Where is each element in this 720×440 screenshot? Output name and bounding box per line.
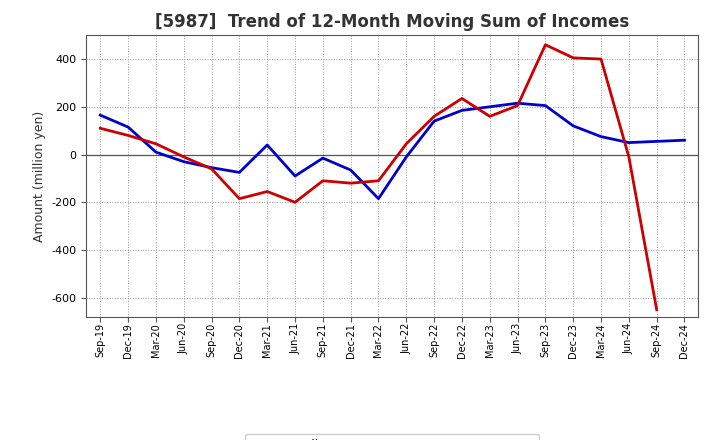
Net Income xyxy=(652,307,661,312)
Ordinary Income xyxy=(207,165,216,170)
Net Income xyxy=(430,114,438,119)
Ordinary Income xyxy=(569,123,577,128)
Ordinary Income xyxy=(263,142,271,147)
Net Income xyxy=(402,141,410,147)
Ordinary Income xyxy=(235,170,243,175)
Net Income xyxy=(263,189,271,194)
Ordinary Income xyxy=(318,155,327,161)
Ordinary Income xyxy=(291,173,300,179)
Net Income xyxy=(569,55,577,61)
Title: [5987]  Trend of 12-Month Moving Sum of Incomes: [5987] Trend of 12-Month Moving Sum of I… xyxy=(156,13,629,31)
Net Income xyxy=(458,96,467,101)
Legend: Ordinary Income, Net Income: Ordinary Income, Net Income xyxy=(246,434,539,440)
Line: Net Income: Net Income xyxy=(100,45,657,310)
Ordinary Income xyxy=(513,101,522,106)
Ordinary Income xyxy=(374,196,383,202)
Net Income xyxy=(513,103,522,108)
Ordinary Income xyxy=(124,125,132,130)
Ordinary Income xyxy=(597,134,606,139)
Ordinary Income xyxy=(458,108,467,113)
Net Income xyxy=(152,141,161,147)
Net Income xyxy=(207,166,216,172)
Line: Ordinary Income: Ordinary Income xyxy=(100,103,685,199)
Net Income xyxy=(318,178,327,183)
Net Income xyxy=(179,154,188,160)
Ordinary Income xyxy=(152,150,161,155)
Net Income xyxy=(124,133,132,138)
Ordinary Income xyxy=(346,167,355,172)
Net Income xyxy=(485,114,494,119)
Ordinary Income xyxy=(652,139,661,144)
Ordinary Income xyxy=(485,104,494,110)
Y-axis label: Amount (million yen): Amount (million yen) xyxy=(33,110,46,242)
Net Income xyxy=(96,126,104,131)
Ordinary Income xyxy=(402,154,410,160)
Net Income xyxy=(597,56,606,62)
Ordinary Income xyxy=(624,140,633,145)
Ordinary Income xyxy=(430,118,438,124)
Net Income xyxy=(235,196,243,202)
Ordinary Income xyxy=(179,159,188,164)
Ordinary Income xyxy=(680,138,689,143)
Net Income xyxy=(624,154,633,160)
Net Income xyxy=(291,200,300,205)
Net Income xyxy=(346,180,355,186)
Net Income xyxy=(541,42,550,48)
Ordinary Income xyxy=(541,103,550,108)
Net Income xyxy=(374,178,383,183)
Ordinary Income xyxy=(96,113,104,118)
